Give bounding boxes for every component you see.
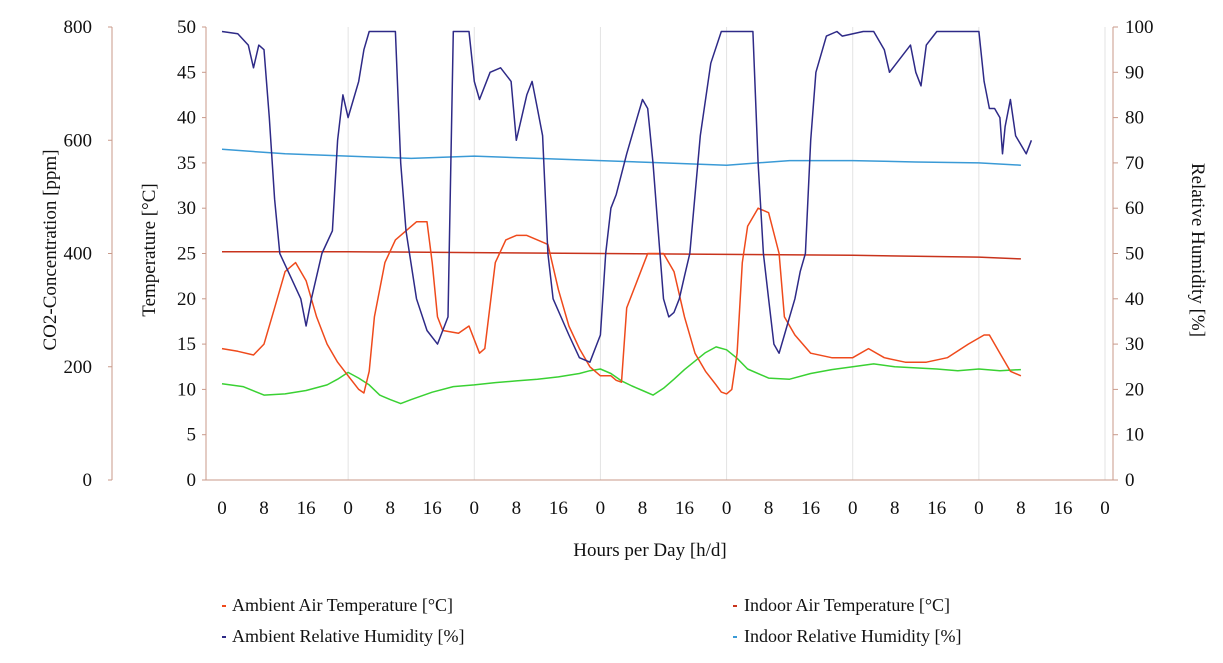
tick-label: 25 [177, 244, 196, 265]
tick-label: 400 [64, 244, 93, 265]
x-tick-label: 16 [423, 498, 442, 519]
tick-label: 800 [64, 17, 93, 38]
tick-label: 50 [1125, 244, 1144, 265]
legend-item-indoor-air-temperature: Indoor Air Temperature [°C] [733, 595, 950, 615]
tick-label: 200 [64, 357, 93, 378]
tick-label: 40 [177, 108, 196, 129]
x-axis-ticks: 0 8 16 0 8 16 0 8 16 0 8 16 0 8 16 0 8 16 0 8 16 0 [217, 498, 1110, 519]
tick-label: 0 [187, 470, 197, 491]
legend-item-ambient-relative-humidity: Ambient Relative Humidity [%] [222, 626, 464, 646]
legend-label: Indoor Relative Humidity [%] [744, 626, 961, 646]
temperature-axis-title: Temperature [°C] [139, 183, 160, 316]
tick-label: 15 [177, 334, 196, 355]
series-line-indoor-air-temperature-c [222, 250, 1021, 260]
tick-label: 600 [64, 130, 93, 151]
series-line-ambient-relative-humidity [221, 30, 1033, 363]
x-tick-label: 8 [1016, 498, 1026, 519]
co2-axis-title: CO2-Concentration [ppm] [40, 149, 61, 350]
tick-label: 30 [1125, 334, 1144, 355]
x-tick-label: 0 [470, 498, 480, 519]
tick-label: 100 [1125, 17, 1154, 38]
legend-label: Indoor Air Temperature [°C] [744, 595, 950, 615]
x-tick-label: 0 [974, 498, 984, 519]
series-group [221, 30, 1033, 405]
tick-label: 45 [177, 62, 196, 83]
tick-label: 80 [1125, 108, 1144, 129]
vertical-grid [347, 27, 1106, 480]
tick-label: 10 [1125, 425, 1144, 446]
tick-label: 20 [177, 289, 196, 310]
x-tick-label: 0 [722, 498, 732, 519]
legend-label: Ambient Relative Humidity [%] [232, 626, 464, 646]
tick-label: 50 [177, 17, 196, 38]
x-tick-label: 8 [890, 498, 900, 519]
tick-label: 5 [187, 425, 197, 446]
x-tick-label: 8 [259, 498, 269, 519]
x-tick-label: 0 [1100, 498, 1110, 519]
tick-label: 20 [1125, 379, 1144, 400]
legend-label: Ambient Air Temperature [°C] [232, 595, 453, 615]
x-tick-label: 0 [596, 498, 606, 519]
x-tick-label: 0 [217, 498, 227, 519]
tick-label: 40 [1125, 289, 1144, 310]
legend: Ambient Air Temperature [°C] Indoor Air … [222, 595, 961, 646]
legend-item-indoor-relative-humidity: Indoor Relative Humidity [%] [733, 626, 961, 646]
x-tick-label: 16 [297, 498, 316, 519]
x-tick-label: 16 [675, 498, 694, 519]
x-tick-label: 8 [638, 498, 648, 519]
x-tick-label: 16 [549, 498, 568, 519]
co2-axis-ticks: 0 200 400 600 800 [64, 17, 112, 491]
tick-label: 10 [177, 379, 196, 400]
temperature-axis-ticks: 0 5 10 15 20 25 30 35 40 45 50 [177, 17, 206, 491]
x-tick-label: 8 [764, 498, 774, 519]
tick-label: 0 [1125, 470, 1135, 491]
humidity-axis-ticks: 0 10 20 30 40 50 60 70 80 90 100 [1113, 17, 1154, 491]
tick-label: 0 [83, 470, 93, 491]
x-axis-title: Hours per Day [h/d] [573, 540, 727, 561]
x-tick-label: 0 [848, 498, 858, 519]
series-line-ambient-air-temperature-c [221, 207, 1022, 395]
x-tick-label: 0 [343, 498, 353, 519]
x-tick-label: 8 [385, 498, 395, 519]
tick-label: 90 [1125, 62, 1144, 83]
x-tick-label: 16 [801, 498, 820, 519]
x-tick-label: 16 [927, 498, 946, 519]
legend-item-ambient-air-temperature: Ambient Air Temperature [°C] [222, 595, 453, 615]
tick-label: 70 [1125, 153, 1144, 174]
series-line-indoor-relative-humidity [221, 148, 1021, 166]
tick-label: 30 [177, 198, 196, 219]
humidity-axis-title: Relative Humidity [%] [1187, 163, 1208, 337]
x-tick-label: 8 [512, 498, 522, 519]
x-tick-label: 16 [1053, 498, 1072, 519]
tick-label: 60 [1125, 198, 1144, 219]
tick-label: 35 [177, 153, 196, 174]
